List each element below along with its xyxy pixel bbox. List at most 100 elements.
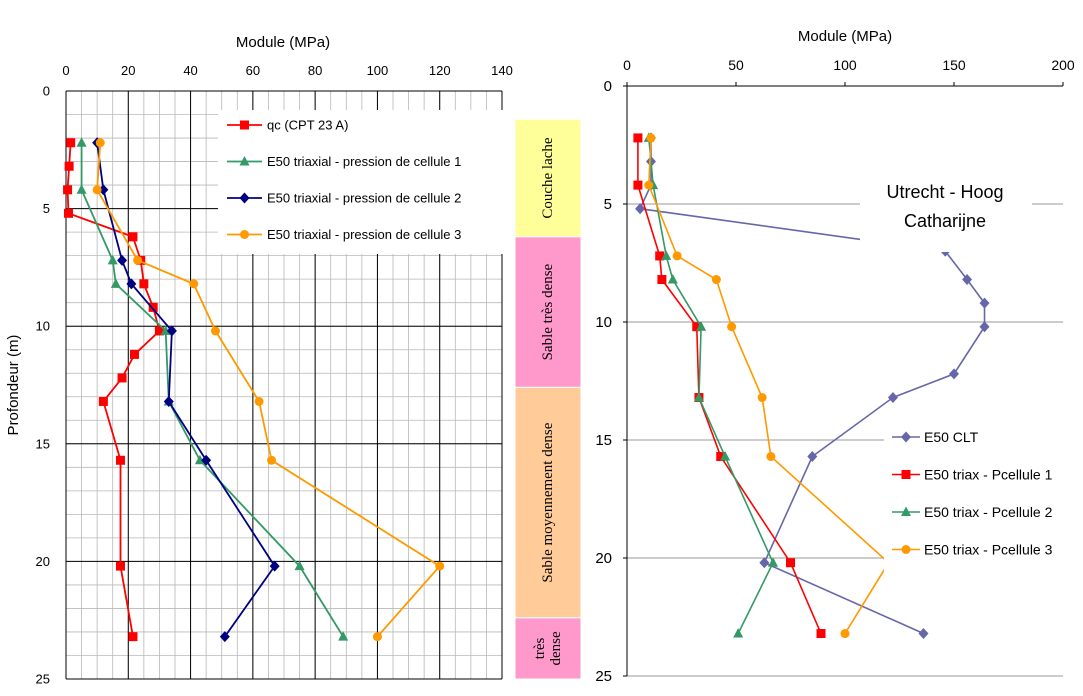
- x-tick-label: 120: [429, 63, 451, 78]
- legend: E50 CLT E50 triax - Pcellule 1 E50 triax -…: [884, 420, 1082, 580]
- data-point: [194, 454, 205, 465]
- series-4: [644, 133, 894, 639]
- legend: qc (CPT 23 A) E50 triaxial - pression de …: [218, 110, 507, 254]
- data-point: [979, 321, 990, 333]
- data-point: [633, 180, 643, 190]
- data-point: [107, 254, 118, 265]
- soil-layer-label: Sable moyennement dense: [540, 422, 556, 582]
- data-point: [962, 274, 973, 286]
- x-axis-title: Module (MPa): [798, 28, 892, 45]
- data-point: [219, 631, 230, 643]
- data-point: [949, 368, 959, 380]
- left-chart: 0 20 40 60 80 100 120 140 0 5 10 15 20 25 Module (MPa)…: [5, 34, 513, 687]
- legend-marker: [240, 230, 249, 239]
- data-point: [816, 629, 826, 639]
- y-tick-label: 0: [43, 84, 50, 99]
- legend-marker: [239, 192, 250, 204]
- data-point: [766, 452, 776, 462]
- x-tick-label: 80: [308, 63, 322, 78]
- soil-layer-column: Couche lache Sable très dense Sable moyenn…: [514, 118, 582, 680]
- annotation-text-line1: Utrecht - Hoog: [886, 182, 1003, 202]
- data-point: [163, 395, 174, 407]
- data-point: [148, 302, 158, 312]
- legend-marker: [240, 120, 249, 130]
- y-tick-label: 15: [36, 436, 50, 451]
- legend-marker: [901, 470, 911, 479]
- data-point: [672, 251, 682, 261]
- data-point: [807, 451, 818, 463]
- data-point: [128, 232, 138, 242]
- series-line: [647, 137, 890, 634]
- data-point: [166, 325, 177, 337]
- data-point: [189, 279, 199, 289]
- x-tick-label: 0: [623, 57, 631, 73]
- data-point: [733, 628, 744, 638]
- data-point: [716, 452, 726, 462]
- data-point: [338, 631, 349, 641]
- data-point: [294, 560, 305, 571]
- x-tick-label: 60: [246, 63, 260, 78]
- legend-marker: [901, 431, 911, 443]
- data-point: [117, 254, 128, 266]
- soil-layer-band: [514, 386, 582, 619]
- x-tick-label: 140: [491, 63, 513, 78]
- soil-layer-label: Couche lache: [540, 137, 556, 219]
- data-point: [840, 629, 850, 639]
- x-axis-title: Module (MPa): [236, 34, 330, 51]
- data-point: [646, 133, 656, 143]
- data-point: [154, 326, 164, 336]
- y-tick-label: 15: [595, 432, 612, 449]
- data-point: [269, 560, 280, 572]
- legend-marker: [239, 156, 250, 166]
- series-3: [643, 132, 779, 638]
- x-tick-label: 50: [728, 57, 744, 73]
- soil-layer-label: dense: [548, 631, 564, 665]
- data-point: [435, 561, 445, 571]
- data-point: [254, 396, 264, 406]
- soil-layer-band: [514, 617, 582, 680]
- y-tick-label: 20: [36, 554, 50, 569]
- y-tick-label: 20: [595, 550, 612, 567]
- x-tick-label: 20: [121, 63, 135, 78]
- data-point: [711, 275, 721, 285]
- data-point: [126, 278, 137, 290]
- data-point: [64, 161, 74, 171]
- data-point: [130, 349, 140, 359]
- y-tick-label: 10: [36, 319, 50, 334]
- x-tick-label: 100: [833, 57, 857, 73]
- legend-label: E50 CLT: [924, 429, 979, 445]
- annotation-text-line2: Catharijne: [904, 211, 986, 231]
- legend-label: E50 triax - Pcellule 1: [924, 467, 1053, 483]
- data-point: [116, 561, 125, 571]
- legend-box: [218, 110, 507, 254]
- soil-layer-label: Sable très dense: [540, 263, 556, 360]
- y-tick-label: 10: [595, 314, 612, 331]
- legend-label: E50 triaxial - pression de cellule 1: [267, 154, 461, 169]
- x-tick-label: 40: [183, 63, 197, 78]
- data-point: [979, 297, 990, 309]
- legend-label: E50 triax - Pcellule 2: [924, 504, 1053, 520]
- y-tick-label: 0: [604, 78, 612, 95]
- data-point: [98, 396, 108, 406]
- data-point: [635, 203, 646, 215]
- data-point: [201, 454, 212, 466]
- data-point: [661, 250, 672, 260]
- data-point: [160, 325, 171, 335]
- legend-label: E50 triaxial - pression de cellule 2: [267, 191, 461, 206]
- x-tick-label: 150: [942, 57, 966, 73]
- y-tick-label: 25: [36, 672, 50, 687]
- data-point: [267, 455, 277, 465]
- x-tick-label: 100: [367, 63, 389, 78]
- data-point: [657, 275, 667, 285]
- data-point: [76, 184, 87, 194]
- data-point: [696, 321, 707, 331]
- soil-layer-band: [514, 236, 582, 388]
- data-point: [98, 184, 109, 196]
- data-point: [76, 137, 87, 147]
- right-chart: 0 50 100 150 200 0 5 10 15 20 25 Module (MPa) Utrech…: [595, 28, 1082, 685]
- data-point: [887, 392, 898, 404]
- legend-label: E50 triax - Pcellule 3: [924, 542, 1053, 558]
- series-1: [63, 138, 164, 642]
